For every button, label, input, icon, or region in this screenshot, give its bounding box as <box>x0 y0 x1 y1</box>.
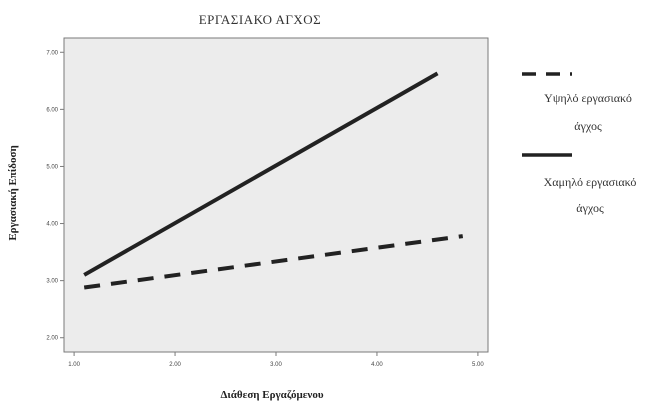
x-tick-label: 1.00 <box>68 362 80 368</box>
y-tick-label: 4.00 <box>46 222 58 228</box>
y-tick-label: 2.00 <box>46 336 58 342</box>
legend-label-high-stress-line1: Υψηλό εργασιακό <box>544 91 632 105</box>
series-line-high-stress <box>83 234 464 290</box>
legend: Υψηλό εργασιακό άγχος Χαμηλό εργασιακό ά… <box>522 72 637 215</box>
x-tick-label: 5.00 <box>472 362 484 368</box>
x-tick-label: 4.00 <box>371 362 383 368</box>
y-tick-label: 3.00 <box>46 279 58 285</box>
y-tick-label: 6.00 <box>46 107 58 113</box>
legend-label-low-stress-line1: Χαμηλό εργασιακό <box>544 175 637 189</box>
plot-area <box>63 37 489 353</box>
chart-title: ΕΡΓΑΣΙΑΚΟ ΑΓΧΟΣ <box>199 12 322 27</box>
series-line-low-stress <box>83 71 439 277</box>
x-tick-label: 3.00 <box>270 362 282 368</box>
legend-label-high-stress-line2: άγχος <box>574 119 602 133</box>
y-tick-label: 7.00 <box>46 50 58 56</box>
y-tick-label: 5.00 <box>46 164 58 170</box>
series-lines <box>83 71 464 290</box>
x-axis: 1.00 2.00 3.00 4.00 5.00 <box>68 352 484 368</box>
legend-label-low-stress-line2: άγχος <box>576 201 604 215</box>
x-axis-label: Διάθεση Εργαζόμενου <box>220 389 323 401</box>
y-axis-label: Εργασιακή Επίδοση <box>7 145 19 240</box>
y-axis: 2.00 3.00 4.00 5.00 6.00 7.00 <box>46 50 64 342</box>
x-tick-label: 2.00 <box>169 362 181 368</box>
